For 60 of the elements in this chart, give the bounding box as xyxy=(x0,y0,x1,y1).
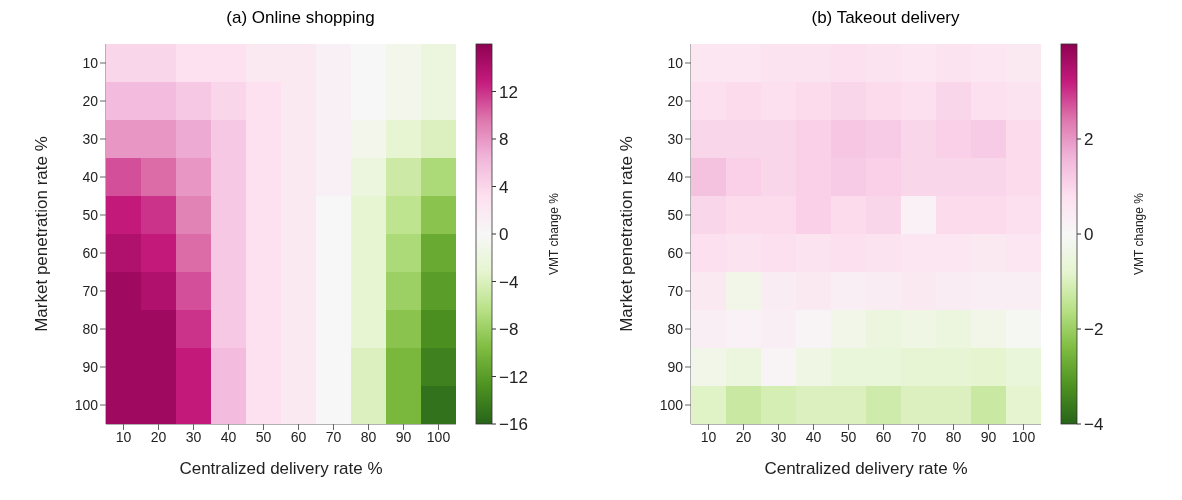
x-tick-label: 70 xyxy=(910,428,926,445)
x-tick-label: 10 xyxy=(700,428,716,445)
y-tick-label: 10 xyxy=(666,54,683,71)
y-tick-label: 10 xyxy=(81,54,98,71)
x-tick-label: 30 xyxy=(770,428,786,445)
color-bar-label: −4 xyxy=(498,272,518,292)
y-tick-label: 40 xyxy=(666,168,683,185)
y-tick-label: 30 xyxy=(81,130,98,147)
x-tick-label: 60 xyxy=(875,428,891,445)
color-bar-label: 0 xyxy=(1083,225,1093,244)
y-tick-label: 70 xyxy=(666,282,683,299)
x-tick-label: 100 xyxy=(426,428,450,445)
color-bar-label: −4 xyxy=(1083,415,1103,434)
color-bar-label: 2 xyxy=(1083,130,1093,149)
x-tick-label: 10 xyxy=(115,428,131,445)
y-tick-label: 50 xyxy=(81,206,98,223)
y-tick-label: 80 xyxy=(81,320,98,337)
x-tick-label: 20 xyxy=(150,428,166,445)
y-tick-label: 70 xyxy=(81,282,98,299)
y-tick-label: 60 xyxy=(81,244,98,261)
y-axis-title: Market penetration rate % xyxy=(31,136,51,332)
x-axis-title: Centralized delivery rate % xyxy=(178,459,383,478)
y-tick-label: 20 xyxy=(81,92,98,109)
color-bar-title: VMT change % xyxy=(1131,192,1146,275)
y-tick-label: 100 xyxy=(659,396,683,413)
x-tick-label: 40 xyxy=(220,428,236,445)
x-tick-label: 70 xyxy=(325,428,341,445)
y-tick-label: 20 xyxy=(666,92,683,109)
color-bar-label: 12 xyxy=(498,82,518,102)
x-tick-label: 40 xyxy=(805,428,821,445)
y-tick-label: 40 xyxy=(81,168,98,185)
y-tick-label: 30 xyxy=(666,130,683,147)
color-bar-label: 0 xyxy=(498,225,508,244)
x-tick-label: 90 xyxy=(395,428,411,445)
y-tick-label: 80 xyxy=(666,320,683,337)
x-tick-label: 50 xyxy=(255,428,271,445)
y-axis-title: Market penetration rate % xyxy=(616,136,636,332)
color-bar-label: −16 xyxy=(498,415,528,434)
x-tick-label: 60 xyxy=(290,428,306,445)
x-tick-label: 80 xyxy=(945,428,961,445)
x-tick-label: 50 xyxy=(840,428,856,445)
x-tick-label: 30 xyxy=(185,428,201,445)
y-tick-label: 60 xyxy=(666,244,683,261)
x-axis-title: Centralized delivery rate % xyxy=(763,459,968,478)
y-tick-label: 50 xyxy=(666,206,683,223)
chart-title: (b) Takeout delivery xyxy=(811,8,960,29)
color-bar-label: 8 xyxy=(498,130,508,149)
color-bar-title: VMT change % xyxy=(546,192,561,275)
y-tick-label: 90 xyxy=(666,358,683,375)
x-tick-label: 20 xyxy=(735,428,751,445)
x-tick-label: 100 xyxy=(1011,428,1035,445)
color-bar-label: 4 xyxy=(498,177,508,197)
color-bar-label: −2 xyxy=(1083,320,1103,339)
x-tick-label: 80 xyxy=(360,428,376,445)
color-bar-label: −12 xyxy=(498,367,528,387)
y-tick-label: 100 xyxy=(74,396,98,413)
x-tick-label: 90 xyxy=(980,428,996,445)
color-bar-label: −8 xyxy=(498,320,518,339)
y-tick-label: 90 xyxy=(81,358,98,375)
chart-title: (a) Online shopping xyxy=(226,8,375,29)
